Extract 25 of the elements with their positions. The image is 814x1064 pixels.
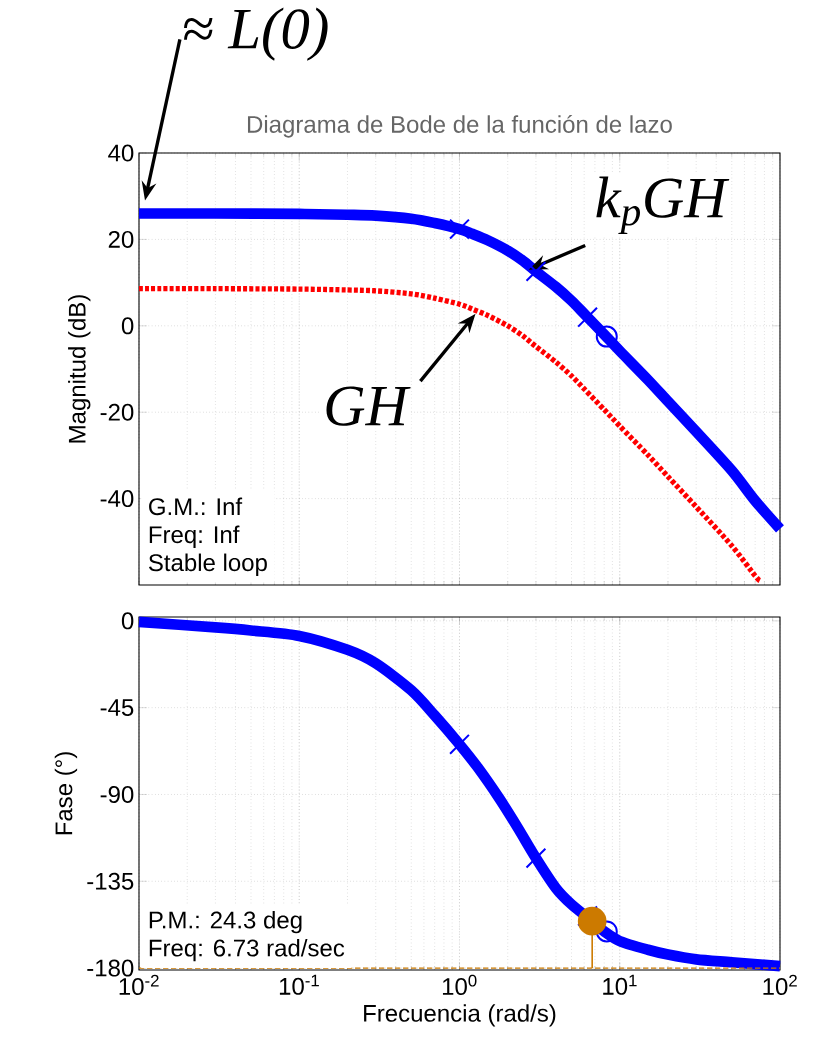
annotation: G.M.: Inf bbox=[149, 497, 243, 516]
annotation: Freq: 6.73 rad/sec bbox=[149, 938, 345, 962]
chart-title: Diagrama de Bode de la función de lazo bbox=[247, 114, 672, 138]
y-axis-title: Magnitud (dB) bbox=[68, 295, 91, 443]
x-tick-label: 10$^{1}$ bbox=[603, 974, 637, 995]
annotation: Stable loop bbox=[148, 553, 267, 576]
y-tick-label: -90 bbox=[100, 785, 134, 803]
annotation: P.M.: 24.3 deg bbox=[149, 910, 302, 934]
x-tick-label: 10$^{2}$ bbox=[763, 974, 797, 996]
y-tick-label: 20 bbox=[108, 230, 134, 248]
annotation: Freq: Inf bbox=[149, 525, 240, 548]
y-tick-label: -45 bbox=[100, 699, 134, 717]
y-axis-title: Fase (°) bbox=[54, 752, 78, 835]
series-label: k$_{p}$GH bbox=[596, 176, 730, 234]
series-label: GH bbox=[326, 386, 411, 426]
x-tick-label: 10$^{0}$ bbox=[442, 974, 477, 996]
y-tick-label: -135 bbox=[87, 872, 134, 890]
y-tick-label: 0 bbox=[121, 612, 134, 630]
annotation: ≈ L(0) bbox=[184, 7, 328, 61]
y-tick-label: 40 bbox=[108, 144, 134, 162]
y-tick-label: -20 bbox=[100, 403, 134, 421]
x-axis-title: Frecuencia (rad/s) bbox=[364, 1004, 556, 1027]
y-tick-label: 0 bbox=[121, 317, 134, 335]
x-tick-label: 10$^{-1}$ bbox=[279, 974, 319, 995]
y-tick-label: -40 bbox=[100, 490, 134, 508]
